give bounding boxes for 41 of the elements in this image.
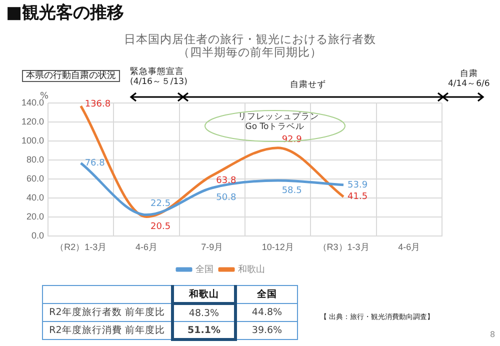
y-tick-label: 80.0 [26, 154, 44, 165]
text: 全国 [236, 286, 298, 304]
text: 和歌山 [172, 286, 236, 304]
x-tick-label: （R3）1-3月 [318, 242, 370, 252]
chart-subtitle: 日本国内居住者の旅行・観光における旅行者数（四半期毎の前年同期比） [123, 32, 377, 60]
data-label: 63.8 [216, 176, 236, 186]
y-tick-label: 100.0 [21, 136, 44, 146]
x-tick-label: 4-6月 [135, 242, 158, 252]
y-tick-label: 40.0 [26, 192, 44, 203]
data-label: 136.8 [84, 99, 111, 110]
x-tick-label: 7-9月 [201, 242, 224, 252]
y-tick-label: 20.0 [26, 212, 44, 222]
text: 自粛 4/14～6/6 [448, 69, 490, 90]
data-label: 22.5 [150, 199, 171, 210]
x-tick-label: 10-12月 [262, 242, 294, 252]
text: 緊急事態宣言 (4/16～５/13) [130, 67, 188, 88]
text: 自粛せず [290, 80, 326, 91]
x-tick-label: 4-6月 [398, 242, 420, 252]
text: 51.1% [172, 322, 236, 340]
data-label: 76.8 [84, 158, 106, 168]
text: 本県の行動自粛の状況 [22, 70, 120, 82]
text: 39.6% [236, 322, 298, 340]
y-tick-label: 0.0 [31, 230, 44, 241]
data-label: 58.5 [282, 186, 302, 196]
text: R2年度旅行消費 前年度比 [42, 322, 172, 340]
text: R2年度旅行者数 前年度比 [42, 304, 172, 322]
text: 44.8% [236, 304, 298, 322]
text: 8 [490, 330, 496, 340]
y-tick-label: 120.0 [21, 116, 44, 127]
annotation: リフレッシュプラン Go Toトラベル [238, 112, 319, 133]
x-tick-label: （R2）1-3月 [55, 242, 107, 252]
chart-title: ■観光客の推移 [6, 3, 124, 24]
y-tick-label: 60.0 [26, 174, 44, 184]
data-label: 20.5 [150, 222, 171, 232]
legend-label: 全国 [196, 264, 214, 274]
data-label: 50.8 [216, 193, 236, 204]
y-tick-label: 140.0 [21, 97, 44, 108]
data-label: 41.5 [348, 192, 368, 202]
text: 48.3% [172, 304, 236, 322]
data-label: 53.9 [348, 180, 368, 190]
legend-label: 和歌山 [238, 264, 265, 274]
